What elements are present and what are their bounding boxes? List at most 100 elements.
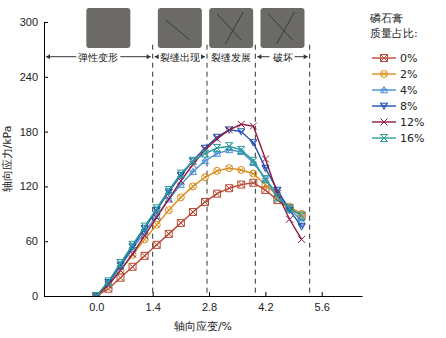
series-marker	[274, 194, 281, 201]
stage-arrowhead	[147, 54, 151, 59]
x-tick: 5.6	[315, 292, 330, 313]
stage-annotations: 弹性变形裂缝出现裂缝发展破坏	[46, 45, 310, 296]
legend-marker	[381, 119, 388, 126]
legend-marker	[381, 135, 388, 142]
x-axis-title: 轴向应变/%	[174, 320, 232, 333]
legend-entry: 12%	[372, 116, 424, 129]
legend-label: 16%	[400, 132, 424, 145]
series-marker	[226, 165, 233, 172]
stage-arrowhead	[46, 54, 50, 59]
series-marker	[298, 236, 305, 243]
series-marker	[165, 207, 172, 214]
series-marker	[250, 170, 257, 177]
series-marker	[262, 176, 269, 182]
legend-marker	[381, 55, 388, 62]
series-marker	[93, 293, 100, 297]
specimen-body	[261, 8, 305, 48]
series-marker	[93, 293, 100, 297]
series-marker	[177, 194, 184, 201]
stage-arrowhead	[257, 54, 261, 59]
plot-area	[93, 121, 305, 296]
series-marker	[153, 241, 160, 248]
series-marker	[105, 278, 112, 285]
stage-arrowhead	[155, 54, 159, 59]
legend-label: 8%	[400, 100, 417, 113]
specimen-body	[209, 8, 253, 48]
specimen-photo	[209, 8, 253, 48]
stage-label: 裂缝发展	[211, 52, 251, 63]
y-tick: 240	[20, 71, 48, 83]
y-axis: 0 60 120 180 240 300	[20, 16, 48, 302]
specimen-photo	[158, 8, 202, 48]
x-axis: 0.0 1.4 2.8 4.2 5.6	[45, 292, 363, 313]
series-marker	[226, 127, 233, 133]
y-axis-title: 轴向应力/kPa	[1, 126, 14, 193]
legend-title: 磷石膏质量占比:	[369, 12, 418, 40]
legend: 磷石膏质量占比: 0% 2% 4% 8% 12% 16%	[369, 12, 424, 145]
series-marker	[238, 166, 245, 173]
series-marker	[93, 293, 100, 297]
series-line	[96, 183, 301, 296]
x-tick-label: 2.8	[202, 301, 217, 313]
series-marker	[117, 260, 124, 267]
chart: 0 60 120 180 240 300 0.0 1.4 2.8 4.2 5.6 轴向应变/% 轴向应力…	[0, 0, 446, 338]
legend-entry: 4%	[372, 84, 417, 97]
stage-boundary	[207, 45, 208, 296]
legend-entry: 0%	[372, 52, 417, 65]
series-marker	[117, 274, 124, 281]
y-tick: 120	[20, 180, 48, 192]
series-marker	[214, 135, 221, 142]
legend-label: 2%	[400, 68, 417, 81]
series-marker	[165, 187, 172, 194]
y-tick: 180	[20, 126, 48, 138]
series-marker	[238, 181, 245, 188]
specimen-photo	[261, 8, 305, 48]
specimen-crack	[277, 12, 295, 44]
series-marker	[93, 293, 100, 297]
y-tick-mark	[44, 22, 48, 23]
series-marker	[226, 185, 233, 192]
series-line	[96, 124, 301, 296]
series-marker	[202, 150, 209, 157]
x-tick-label: 4.2	[258, 301, 273, 313]
y-tick-mark	[44, 186, 48, 187]
y-tick-label: 240	[20, 71, 38, 83]
x-tick: 0.0	[89, 292, 104, 313]
specimen-photo	[86, 8, 130, 48]
legend-marker	[381, 103, 388, 109]
x-axis-line	[45, 296, 363, 297]
series-marker	[214, 167, 221, 174]
stage-arrow	[46, 56, 76, 57]
series-marker	[262, 156, 269, 163]
y-tick: 60	[26, 235, 48, 247]
series-marker	[226, 143, 233, 150]
legend-marker	[381, 87, 388, 93]
stage-arrowhead	[201, 54, 205, 59]
y-tick: 300	[20, 16, 48, 28]
series-marker	[189, 168, 196, 174]
legend-entry: 16%	[372, 132, 424, 145]
y-tick-label: 180	[20, 126, 38, 138]
specimen-body	[86, 8, 130, 48]
x-tick-label: 5.6	[315, 301, 330, 313]
x-tick-mark	[209, 292, 210, 296]
series-marker	[298, 224, 305, 230]
series-marker	[165, 230, 172, 237]
series-marker	[177, 177, 184, 184]
series-marker	[202, 157, 209, 163]
series-marker	[250, 179, 257, 186]
series-marker	[177, 170, 184, 177]
series-marker	[189, 183, 196, 190]
series-marker	[129, 263, 136, 270]
stage-arrow	[120, 56, 150, 57]
legend-label: 4%	[400, 84, 417, 97]
specimen-crack	[166, 20, 190, 40]
y-tick-label: 120	[20, 180, 38, 192]
x-tick-label: 1.4	[146, 301, 161, 313]
y-tick-label: 0	[32, 290, 38, 302]
y-axis-line	[44, 23, 45, 297]
stage-boundary	[152, 45, 153, 296]
series-marker	[238, 129, 245, 135]
series-marker	[189, 208, 196, 215]
series-marker	[226, 126, 233, 133]
